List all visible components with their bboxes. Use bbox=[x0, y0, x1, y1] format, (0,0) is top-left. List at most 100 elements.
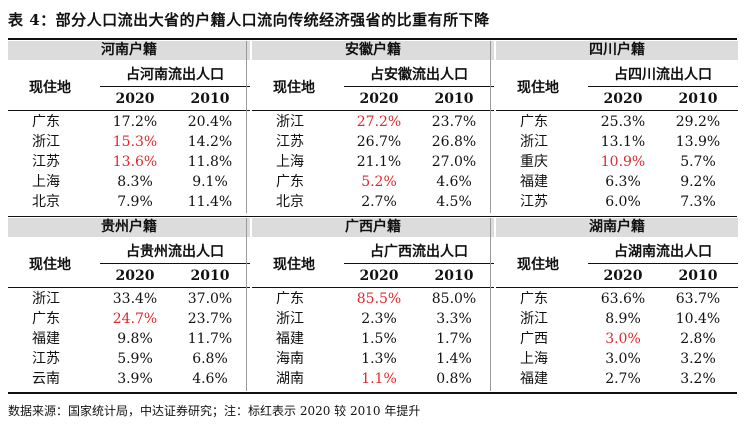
city-cell: 云南 bbox=[32, 371, 60, 387]
table-row: 福建 2.7% 3.2% bbox=[496, 369, 738, 389]
share-underline bbox=[588, 86, 738, 87]
year-2020-header: 2020 bbox=[115, 91, 155, 107]
city-cell: 福建 bbox=[520, 371, 548, 387]
city-cell: 广东 bbox=[32, 114, 60, 130]
city-cell: 上海 bbox=[520, 351, 548, 367]
share-underline bbox=[100, 86, 250, 87]
region-panel: 四川户籍 现住地 占四川流出人口 2020 2010 广东 25.3% 29.2% 浙江 13.1… bbox=[496, 41, 738, 213]
header-rule bbox=[252, 110, 494, 111]
city-cell: 广东 bbox=[32, 311, 60, 327]
header-rule bbox=[252, 287, 494, 288]
region-panel: 广西户籍 现住地 占广西流出人口 2020 2010 广东 85.5% 85.0% 浙江 2.3%… bbox=[252, 218, 494, 390]
year-2010-header: 2010 bbox=[434, 268, 474, 284]
value-2020-cell: 2.7% bbox=[605, 371, 641, 387]
value-2020-cell: 26.7% bbox=[356, 134, 402, 150]
panel-band-title: 湖南户籍 bbox=[496, 218, 738, 237]
value-2020-cell: 1.3% bbox=[361, 351, 397, 367]
year-2020-header: 2020 bbox=[115, 268, 155, 284]
value-2020-cell: 2.3% bbox=[361, 311, 397, 327]
value-2020-cell: 17.2% bbox=[112, 114, 158, 130]
value-2020-cell: 13.1% bbox=[600, 134, 646, 150]
bottom-rule bbox=[8, 392, 737, 394]
panel-band-title: 广西户籍 bbox=[252, 218, 494, 237]
value-2010-cell: 0.8% bbox=[436, 371, 472, 387]
value-2020-cell: 8.3% bbox=[117, 174, 153, 190]
value-2010-cell: 13.9% bbox=[675, 134, 721, 150]
city-cell: 广东 bbox=[520, 114, 548, 130]
value-2010-cell: 4.6% bbox=[192, 371, 228, 387]
value-2020-cell: 85.5% bbox=[356, 291, 402, 307]
city-cell: 浙江 bbox=[276, 114, 304, 130]
header-rule bbox=[496, 287, 738, 288]
year-2020-header: 2020 bbox=[603, 268, 643, 284]
value-2010-cell: 7.3% bbox=[680, 194, 716, 210]
value-2020-cell: 13.6% bbox=[112, 154, 158, 170]
header-rule bbox=[8, 110, 250, 111]
table-row: 浙江 13.1% 13.9% bbox=[496, 132, 738, 152]
value-2010-cell: 6.8% bbox=[192, 351, 228, 367]
value-2010-cell: 11.7% bbox=[187, 331, 233, 347]
city-cell: 广东 bbox=[276, 174, 304, 190]
region-panel: 安徽户籍 现住地 占安徽流出人口 2020 2010 浙江 27.2% 23.7% 江苏 26.7… bbox=[252, 41, 494, 213]
city-cell: 浙江 bbox=[32, 134, 60, 150]
value-2010-cell: 29.2% bbox=[675, 114, 721, 130]
residence-header: 现住地 bbox=[273, 80, 315, 96]
residence-header: 现住地 bbox=[29, 80, 71, 96]
year-2010-header: 2010 bbox=[190, 268, 230, 284]
table-row: 江苏 26.7% 26.8% bbox=[252, 132, 494, 152]
value-2010-cell: 2.8% bbox=[680, 331, 716, 347]
value-2010-cell: 1.7% bbox=[436, 331, 472, 347]
city-cell: 湖南 bbox=[276, 371, 304, 387]
table-row: 江苏 13.6% 11.8% bbox=[8, 152, 250, 172]
table-row: 北京 7.9% 11.4% bbox=[8, 192, 250, 212]
residence-header: 现住地 bbox=[29, 257, 71, 273]
value-2010-cell: 11.8% bbox=[187, 154, 233, 170]
value-2020-cell: 5.2% bbox=[361, 174, 397, 190]
table-row: 广东 5.2% 4.6% bbox=[252, 172, 494, 192]
year-2010-header: 2010 bbox=[678, 268, 718, 284]
table-row: 海南 1.3% 1.4% bbox=[252, 349, 494, 369]
value-2020-cell: 8.9% bbox=[605, 311, 641, 327]
city-cell: 上海 bbox=[32, 174, 60, 190]
value-2010-cell: 23.7% bbox=[187, 311, 233, 327]
city-cell: 江苏 bbox=[32, 351, 60, 367]
table-row: 福建 9.8% 11.7% bbox=[8, 329, 250, 349]
value-2010-cell: 3.2% bbox=[680, 351, 716, 367]
city-cell: 浙江 bbox=[32, 291, 60, 307]
value-2020-cell: 33.4% bbox=[112, 291, 158, 307]
value-2020-cell: 7.9% bbox=[117, 194, 153, 210]
value-2010-cell: 5.7% bbox=[680, 154, 716, 170]
panel-band-title: 安徽户籍 bbox=[252, 41, 494, 60]
value-2010-cell: 11.4% bbox=[187, 194, 233, 210]
region-panel: 河南户籍 现住地 占河南流出人口 2020 2010 广东 17.2% 20.4% 浙江 15.3… bbox=[8, 41, 250, 213]
share-header: 占贵州流出人口 bbox=[126, 244, 224, 260]
residence-header: 现住地 bbox=[273, 257, 315, 273]
value-2010-cell: 14.2% bbox=[187, 134, 233, 150]
share-header: 占河南流出人口 bbox=[126, 67, 224, 83]
panel-separator bbox=[490, 41, 491, 213]
share-underline bbox=[344, 263, 494, 264]
city-cell: 福建 bbox=[32, 331, 60, 347]
city-cell: 江苏 bbox=[276, 134, 304, 150]
table-row: 云南 3.9% 4.6% bbox=[8, 369, 250, 389]
share-header: 占安徽流出人口 bbox=[370, 67, 468, 83]
panel-separator bbox=[246, 218, 247, 391]
value-2020-cell: 3.0% bbox=[605, 351, 641, 367]
value-2020-cell: 21.1% bbox=[356, 154, 402, 170]
city-cell: 广东 bbox=[276, 291, 304, 307]
year-2010-header: 2010 bbox=[434, 91, 474, 107]
value-2010-cell: 23.7% bbox=[431, 114, 477, 130]
panel-separator bbox=[246, 41, 247, 213]
city-cell: 江苏 bbox=[520, 194, 548, 210]
city-cell: 北京 bbox=[32, 194, 60, 210]
table-row: 浙江 33.4% 37.0% bbox=[8, 289, 250, 309]
share-header: 占湖南流出人口 bbox=[614, 244, 712, 260]
top-rule bbox=[8, 38, 737, 40]
value-2010-cell: 9.2% bbox=[680, 174, 716, 190]
residence-header: 现住地 bbox=[517, 257, 559, 273]
header-rule bbox=[8, 287, 250, 288]
table-row: 北京 2.7% 4.5% bbox=[252, 192, 494, 212]
value-2020-cell: 24.7% bbox=[112, 311, 158, 327]
share-underline bbox=[344, 86, 494, 87]
table-row: 广东 63.6% 63.7% bbox=[496, 289, 738, 309]
